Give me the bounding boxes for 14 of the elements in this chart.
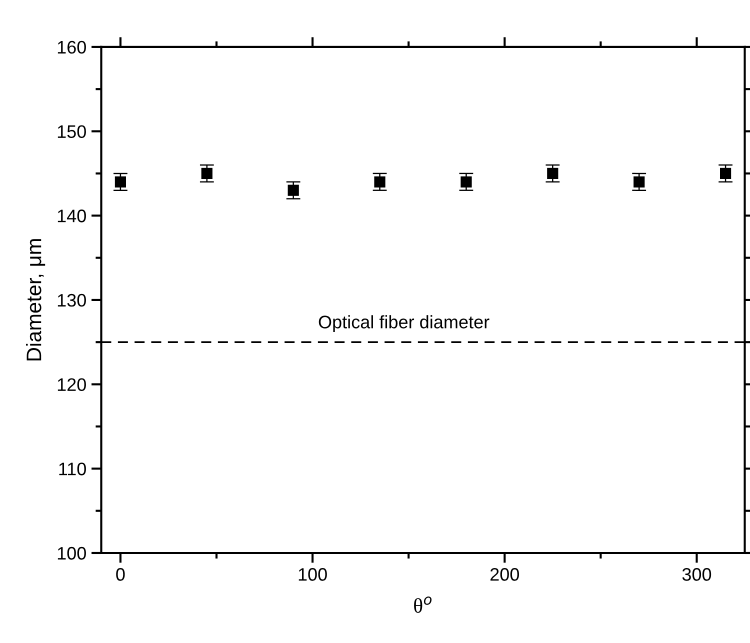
y-tick-label: 160 — [58, 40, 86, 54]
y-axis-title: Diameter, μm — [26, 239, 46, 360]
x-tick-label: 0 — [116, 568, 125, 581]
y-tick-label: 140 — [58, 210, 86, 222]
y-tick-label: 150 — [58, 125, 86, 138]
y-tick-label: 130 — [58, 294, 86, 307]
x-tick-label: 300 — [682, 568, 712, 581]
y-tick-label: 110 — [59, 462, 86, 476]
ref-line-label: Optical fiber diameter — [318, 315, 490, 332]
x-axis-title: θ$^{o}$ — [414, 596, 432, 613]
y-tick-label: 120 — [58, 378, 86, 392]
x-tick-label: 100 — [298, 568, 327, 581]
x-tick-label: 200 — [490, 568, 519, 581]
y-tick-label: 100 — [58, 546, 86, 560]
